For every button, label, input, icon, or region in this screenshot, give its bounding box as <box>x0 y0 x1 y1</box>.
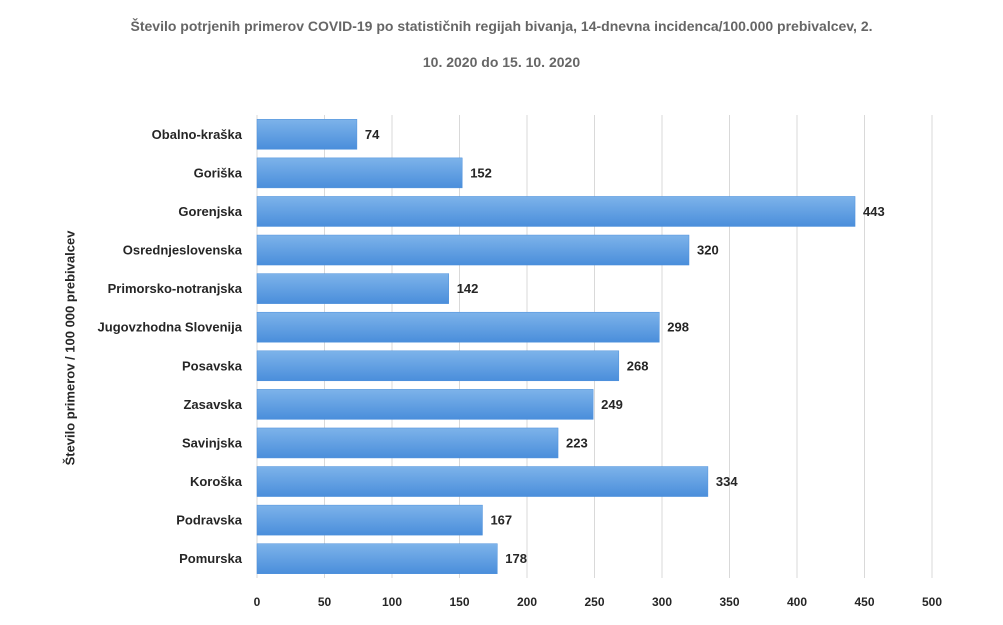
category-label: Posavska <box>182 358 243 373</box>
category-label: Obalno-kraška <box>152 127 243 142</box>
bar <box>256 427 559 459</box>
bar <box>256 466 709 497</box>
bar <box>256 389 594 420</box>
value-label: 249 <box>601 397 623 412</box>
x-tick-label: 350 <box>719 595 739 609</box>
chart-title-line-2: 10. 2020 do 15. 10. 2020 <box>422 54 581 70</box>
category-label: Jugovzhodna Slovenija <box>98 320 243 335</box>
value-label: 152 <box>470 165 492 180</box>
bar <box>256 234 690 266</box>
value-label: 167 <box>490 513 512 528</box>
category-label: Koroška <box>190 474 243 489</box>
value-label: 320 <box>697 243 719 258</box>
x-tick-label: 400 <box>787 595 807 609</box>
bar <box>256 311 660 343</box>
category-label: Gorenjska <box>178 204 242 219</box>
x-tick-label: 100 <box>382 595 402 609</box>
value-label: 223 <box>566 435 588 450</box>
x-tick-label: 300 <box>652 595 672 609</box>
value-label: 268 <box>627 358 649 373</box>
x-tick-label: 450 <box>854 595 874 609</box>
x-tick-labels: 0 50 100 150 200 250 300 350 400 450 500 <box>254 595 943 609</box>
x-tick-label: 150 <box>449 595 469 609</box>
bar <box>256 273 449 304</box>
category-label: Savinjska <box>182 435 243 450</box>
category-label: Goriška <box>194 165 243 180</box>
bar <box>256 119 358 150</box>
chart-title-line-1: Število potrjenih primerov COVID-19 po s… <box>130 18 873 34</box>
value-label: 334 <box>716 474 738 489</box>
value-label: 74 <box>365 127 380 142</box>
bar <box>256 350 620 382</box>
value-label: 178 <box>505 551 527 566</box>
value-label: 142 <box>457 281 479 296</box>
bars <box>256 119 856 574</box>
x-tick-label: 0 <box>254 595 261 609</box>
x-tick-label: 200 <box>517 595 537 609</box>
bar <box>256 543 498 574</box>
category-label: Primorsko-notranjska <box>108 281 243 296</box>
x-tick-label: 250 <box>584 595 604 609</box>
value-label: 298 <box>667 320 689 335</box>
category-label: Podravska <box>176 513 243 528</box>
category-label: Osrednjeslovenska <box>123 243 243 258</box>
bar <box>256 196 856 227</box>
value-labels: 74 152 443 320 142 298 268 249 223 334 167 178 <box>365 127 885 566</box>
bar <box>256 157 463 189</box>
bar <box>256 504 483 536</box>
category-labels: Obalno-kraška Goriška Gorenjska Osrednjeslo… <box>98 127 243 566</box>
x-tick-label: 50 <box>318 595 332 609</box>
grid-lines <box>256 115 933 578</box>
category-label: Zasavska <box>183 397 242 412</box>
value-label: 443 <box>863 204 885 219</box>
category-label: Pomurska <box>179 551 243 566</box>
x-tick-label: 500 <box>922 595 942 609</box>
